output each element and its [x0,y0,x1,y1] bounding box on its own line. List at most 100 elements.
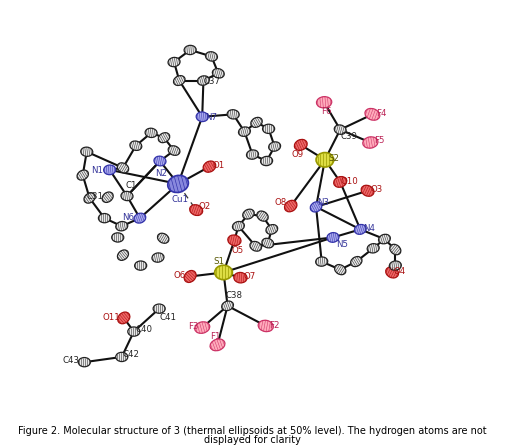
Ellipse shape [334,265,346,275]
Ellipse shape [316,257,328,266]
Text: O9: O9 [291,151,304,160]
Ellipse shape [213,68,224,78]
Ellipse shape [379,234,390,244]
Text: N4: N4 [363,224,375,233]
Ellipse shape [116,352,128,362]
Ellipse shape [269,142,281,151]
Ellipse shape [197,76,210,85]
Text: N5: N5 [336,240,348,249]
Ellipse shape [210,339,225,351]
Ellipse shape [294,139,307,151]
Ellipse shape [203,161,216,172]
Text: displayed for clarity: displayed for clarity [204,435,301,445]
Ellipse shape [145,128,157,138]
Ellipse shape [258,320,273,332]
Text: O1: O1 [212,161,224,170]
Ellipse shape [77,170,88,180]
Ellipse shape [250,241,262,251]
Ellipse shape [195,322,210,333]
Ellipse shape [184,45,196,55]
Ellipse shape [263,124,275,134]
Ellipse shape [98,214,111,223]
Ellipse shape [266,224,278,234]
Text: N2: N2 [155,169,167,177]
Ellipse shape [334,125,346,135]
Ellipse shape [116,222,128,231]
Ellipse shape [262,238,274,248]
Ellipse shape [215,265,232,280]
Text: O3: O3 [370,186,382,194]
Text: C40: C40 [135,325,153,334]
Text: F3: F3 [188,322,198,331]
Ellipse shape [168,57,180,67]
Text: F6: F6 [321,107,331,116]
Ellipse shape [104,165,116,175]
Text: S1: S1 [213,257,224,266]
Ellipse shape [118,312,130,324]
Ellipse shape [112,233,124,242]
Ellipse shape [327,232,339,242]
Ellipse shape [130,141,142,151]
Text: O4: O4 [393,267,406,276]
Text: C31: C31 [86,192,104,201]
Ellipse shape [184,270,196,283]
Ellipse shape [135,261,146,270]
Ellipse shape [284,200,297,212]
Text: N3: N3 [317,198,329,207]
Ellipse shape [257,211,268,221]
Ellipse shape [78,358,90,367]
Ellipse shape [168,146,180,156]
Ellipse shape [334,177,347,187]
Ellipse shape [222,301,233,311]
Ellipse shape [158,233,169,243]
Text: O5: O5 [231,246,244,255]
Text: O7: O7 [243,272,256,281]
Text: F4: F4 [376,109,386,118]
Ellipse shape [363,137,378,148]
Ellipse shape [365,109,380,120]
Ellipse shape [153,304,165,313]
Ellipse shape [128,327,140,336]
Ellipse shape [355,224,366,234]
Ellipse shape [232,221,244,231]
Text: O8: O8 [275,198,287,207]
Text: Figure 2. Molecular structure of 3 (thermal ellipsoids at 50% level). The hydrog: Figure 2. Molecular structure of 3 (ther… [18,426,487,436]
Ellipse shape [317,97,332,108]
Text: F5: F5 [374,136,384,145]
Ellipse shape [168,175,188,193]
Text: C41: C41 [160,313,177,322]
Text: O2: O2 [199,202,211,211]
Ellipse shape [84,193,95,203]
Ellipse shape [152,253,164,262]
Ellipse shape [246,150,259,159]
Text: O11: O11 [103,312,121,321]
Text: S2: S2 [328,155,339,164]
Text: O6: O6 [174,271,186,280]
Ellipse shape [389,261,401,270]
Ellipse shape [361,185,374,196]
Ellipse shape [206,52,218,61]
Ellipse shape [227,110,239,119]
Text: C42: C42 [122,350,139,359]
Ellipse shape [158,133,170,143]
Text: N6: N6 [122,213,134,222]
Text: C1: C1 [125,181,137,190]
Ellipse shape [174,76,185,85]
Ellipse shape [234,272,247,283]
Text: Cu1: Cu1 [171,195,188,204]
Text: C43: C43 [63,356,80,365]
Ellipse shape [251,118,262,127]
Ellipse shape [81,147,93,156]
Ellipse shape [261,156,273,166]
Text: O10: O10 [340,177,358,186]
Ellipse shape [102,192,113,202]
Ellipse shape [310,202,322,212]
Ellipse shape [367,244,379,253]
Ellipse shape [121,191,133,201]
Ellipse shape [196,112,208,122]
Ellipse shape [243,209,254,219]
Text: F1: F1 [210,332,221,341]
Ellipse shape [134,213,146,223]
Ellipse shape [190,205,203,215]
Text: N7: N7 [205,113,217,122]
